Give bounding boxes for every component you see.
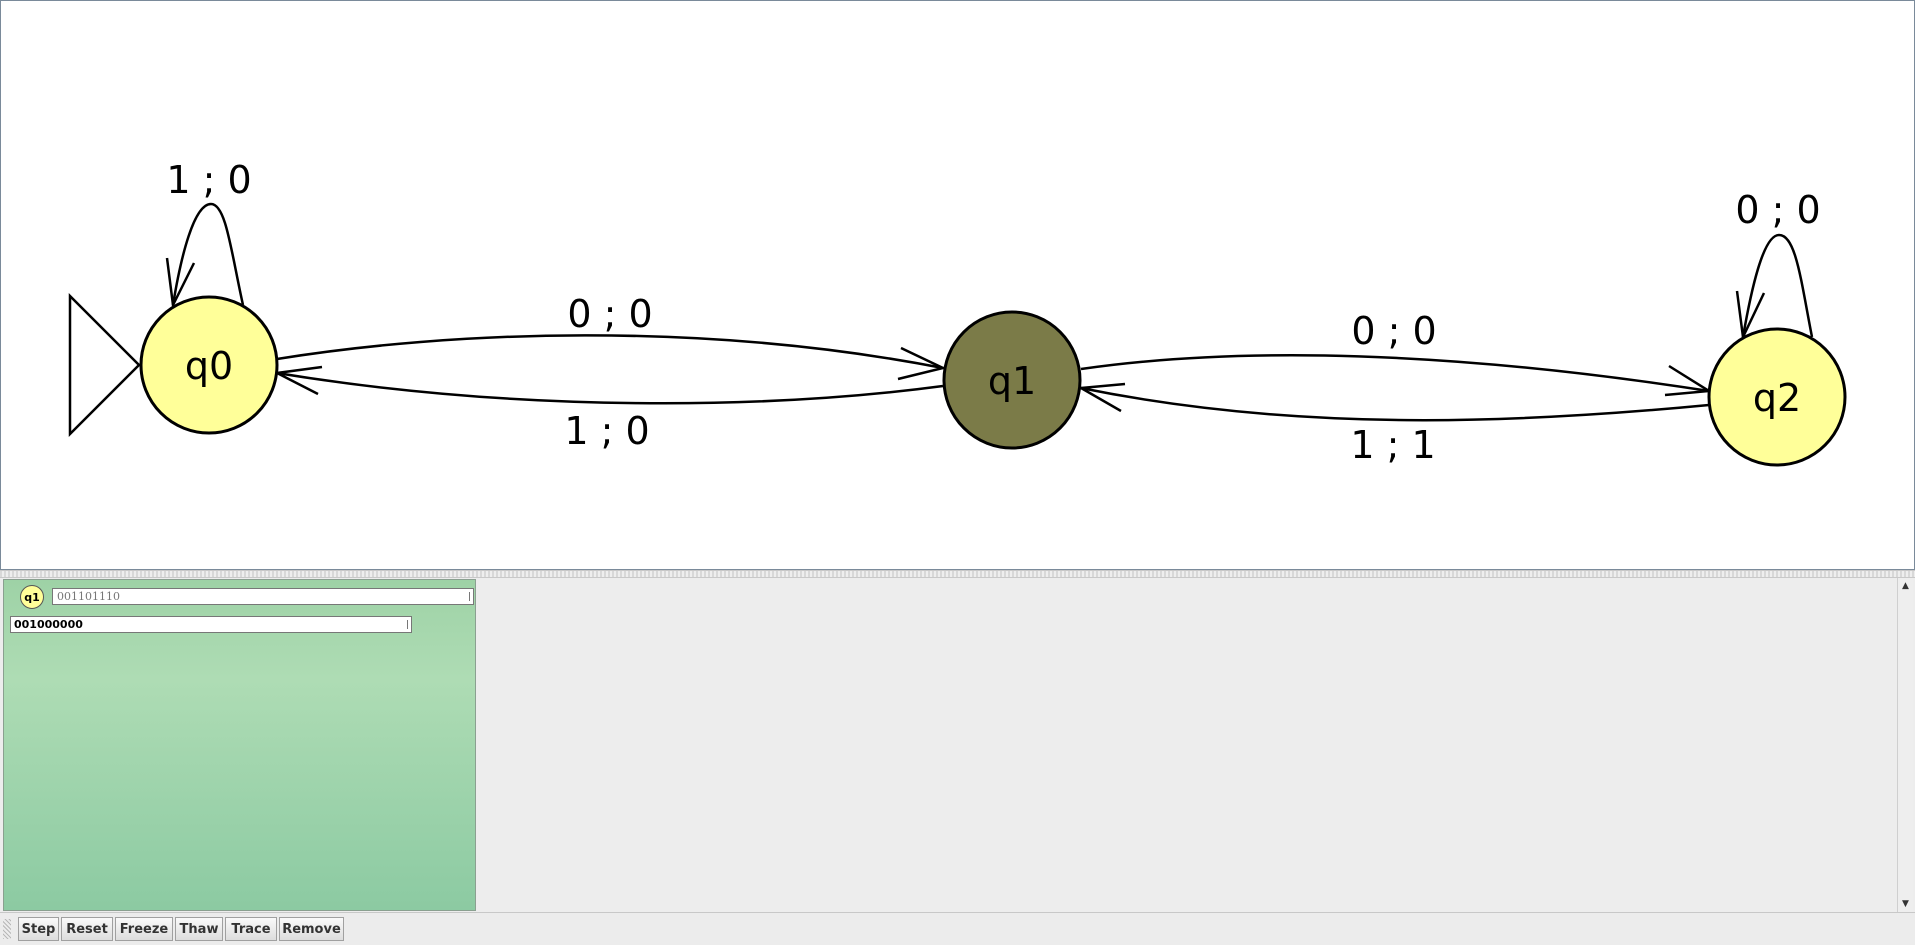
split-pane-divider[interactable] — [0, 570, 1915, 578]
tape-end-marker — [407, 620, 411, 629]
remove-button[interactable]: Remove — [279, 917, 344, 941]
vertical-scrollbar[interactable]: ▲ ▼ — [1897, 578, 1913, 912]
state-q2-label: q2 — [1753, 376, 1801, 420]
configuration-box[interactable]: q1 001101110 001000000 — [3, 579, 476, 911]
simulation-panel: q1 001101110 001000000 ▲ ▼ — [0, 578, 1915, 912]
transition-label-q2-q1: 1 ; 1 — [1350, 423, 1435, 467]
toolbar-grip[interactable] — [3, 919, 11, 939]
state-q2[interactable] — [1707, 327, 1847, 467]
state-q1[interactable] — [942, 310, 1082, 450]
arrowhead-q1-q2 — [1664, 364, 1713, 397]
transition-q0-q1 — [276, 334, 944, 370]
arrowhead-q2-q1 — [1076, 382, 1126, 413]
arrowhead-q0-q0 — [165, 257, 196, 310]
reset-button[interactable]: Reset — [61, 917, 113, 941]
current-state-badge: q1 — [20, 585, 44, 609]
transition-q2-q2 — [1741, 233, 1814, 338]
remaining-input-text: 001101110 — [57, 590, 120, 603]
automaton-diagram: q0 q1 q2 1 ; 0 0 ; 0 1 ; 0 0 ; 0 1 ; 1 0… — [68, 158, 1847, 467]
transition-q0-q0 — [171, 202, 245, 306]
transition-label-q1-q2: 0 ; 0 — [1351, 309, 1436, 353]
transition-q2-q1 — [1080, 386, 1710, 422]
output-tape: 001000000 — [10, 616, 412, 633]
transition-q1-q0 — [276, 371, 944, 405]
state-q0-label: q0 — [185, 344, 233, 388]
automaton-canvas[interactable]: q0 q1 q2 1 ; 0 0 ; 0 1 ; 0 0 ; 0 1 ; 1 0… — [0, 0, 1915, 570]
thaw-button[interactable]: Thaw — [175, 917, 223, 941]
initial-state-marker — [68, 292, 141, 438]
state-q1-label: q1 — [988, 359, 1036, 403]
step-button[interactable]: Step — [18, 917, 59, 941]
arrowhead-q0-q1 — [897, 346, 947, 381]
simulator-toolbar: Step Reset Freeze Thaw Trace Remove — [0, 912, 1915, 945]
transition-label-q2-q2: 0 ; 0 — [1735, 188, 1820, 232]
remaining-input-tape: 001101110 — [52, 588, 474, 605]
trace-button[interactable]: Trace — [225, 917, 277, 941]
freeze-button[interactable]: Freeze — [115, 917, 173, 941]
transition-label-q1-q0: 1 ; 0 — [564, 409, 649, 453]
tape-end-marker — [469, 592, 473, 601]
arrowhead-q1-q0 — [272, 365, 323, 396]
transition-label-q0-q1: 0 ; 0 — [567, 292, 652, 336]
scroll-up-icon[interactable]: ▲ — [1902, 580, 1909, 591]
scroll-down-icon[interactable]: ▼ — [1902, 898, 1909, 909]
output-text: 001000000 — [14, 618, 83, 631]
transition-label-q0-q0: 1 ; 0 — [166, 158, 251, 202]
transition-q1-q2 — [1080, 354, 1710, 393]
state-q0[interactable] — [139, 295, 279, 435]
